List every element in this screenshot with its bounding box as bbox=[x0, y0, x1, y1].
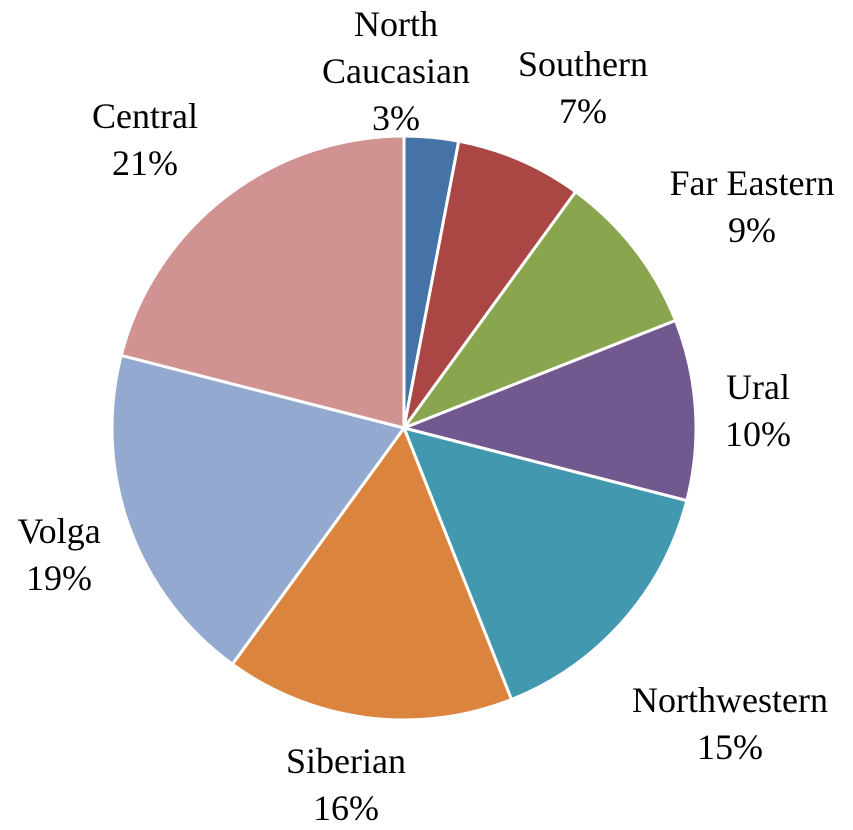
data-label-value: 7% bbox=[559, 91, 607, 131]
data-label-category: North bbox=[354, 4, 438, 44]
slice-central bbox=[119, 134, 406, 430]
slice-ural bbox=[402, 319, 698, 503]
data-label-category: Southern bbox=[518, 44, 648, 84]
label-far-eastern: Far Eastern 9% bbox=[670, 163, 835, 250]
data-label-value: 3% bbox=[372, 98, 420, 138]
data-label-category: Far Eastern bbox=[670, 163, 835, 203]
label-northwestern: Northwestern 15% bbox=[632, 680, 828, 767]
label-ural: Ural 10% bbox=[725, 367, 791, 454]
data-label-category: Central bbox=[92, 96, 198, 136]
data-label-value: 10% bbox=[725, 414, 791, 454]
data-label-value: 9% bbox=[728, 210, 776, 250]
label-north-caucasian: North Caucasian 3% bbox=[322, 4, 470, 138]
slice-volga bbox=[110, 353, 406, 666]
data-label-category: Ural bbox=[726, 367, 790, 407]
label-central: Central 21% bbox=[92, 96, 198, 183]
slice-siberian bbox=[230, 426, 513, 722]
data-label-value: 19% bbox=[26, 558, 92, 598]
data-label-value: 15% bbox=[697, 727, 763, 767]
slice-northwestern bbox=[402, 426, 689, 701]
data-label-value: 16% bbox=[313, 788, 379, 828]
pie-slices bbox=[110, 134, 698, 722]
data-label-category: Caucasian bbox=[322, 51, 470, 91]
pie-labels: North Caucasian 3% Southern 7% Far Eastern 9% U… bbox=[17, 4, 834, 828]
slice-southern bbox=[402, 139, 578, 430]
data-label-category: Northwestern bbox=[632, 680, 828, 720]
label-siberian: Siberian 16% bbox=[286, 741, 406, 828]
data-label-value: 21% bbox=[112, 143, 178, 183]
data-label-category: Siberian bbox=[286, 741, 406, 781]
label-southern: Southern 7% bbox=[518, 44, 648, 131]
label-volga: Volga 19% bbox=[17, 511, 100, 598]
data-label-category: Volga bbox=[17, 511, 100, 551]
slice-far-eastern bbox=[402, 190, 677, 430]
